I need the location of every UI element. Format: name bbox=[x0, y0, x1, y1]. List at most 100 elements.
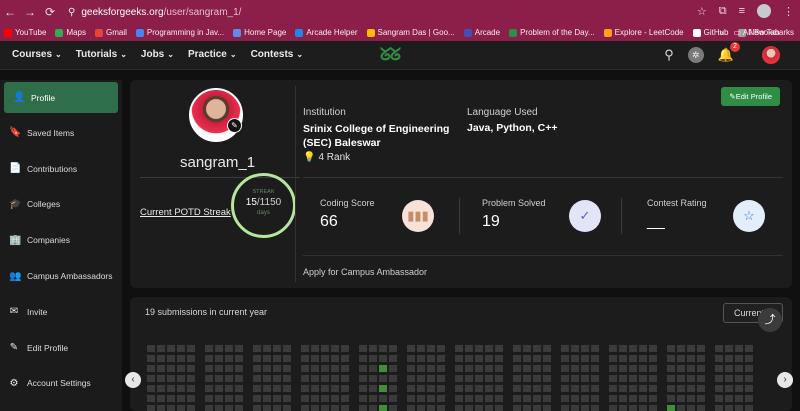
heatmap-cell[interactable] bbox=[591, 365, 599, 372]
heatmap-cell[interactable] bbox=[581, 355, 589, 362]
heatmap-cell[interactable] bbox=[301, 345, 309, 352]
heatmap-cell[interactable] bbox=[629, 375, 637, 382]
heatmap-cell[interactable] bbox=[523, 365, 531, 372]
heatmap-cell[interactable] bbox=[745, 405, 753, 411]
bookmark-item[interactable]: Maps bbox=[55, 28, 86, 37]
heatmap-cell[interactable] bbox=[667, 395, 675, 402]
heatmap-cell[interactable] bbox=[369, 375, 377, 382]
heatmap-cell[interactable] bbox=[609, 375, 617, 382]
site-info-icon[interactable]: ⚲ bbox=[68, 6, 76, 18]
heatmap-cell[interactable] bbox=[745, 385, 753, 392]
heatmap-cell[interactable] bbox=[437, 365, 445, 372]
heatmap-cell[interactable] bbox=[147, 385, 155, 392]
heatmap-cell[interactable] bbox=[235, 395, 243, 402]
heatmap-cell[interactable] bbox=[465, 345, 473, 352]
heatmap-cell[interactable] bbox=[715, 375, 723, 382]
heatmap-cell[interactable] bbox=[331, 355, 339, 362]
bookmark-item[interactable]: New Tab bbox=[737, 28, 779, 37]
heatmap-cell[interactable] bbox=[341, 405, 349, 411]
heatmap-cell[interactable] bbox=[321, 365, 329, 372]
heatmap-cell[interactable] bbox=[485, 365, 493, 372]
heatmap-cell[interactable] bbox=[639, 365, 647, 372]
heatmap-cell[interactable] bbox=[485, 405, 493, 411]
heatmap-cell[interactable] bbox=[157, 345, 165, 352]
heatmap-cell[interactable] bbox=[341, 395, 349, 402]
heatmap-cell[interactable] bbox=[523, 395, 531, 402]
heatmap-cell[interactable] bbox=[177, 355, 185, 362]
sidebar-item-invite[interactable]: ✉ Invite bbox=[0, 294, 122, 330]
heatmap-cell[interactable] bbox=[495, 375, 503, 382]
heatmap-cell[interactable] bbox=[225, 365, 233, 372]
heatmap-cell[interactable] bbox=[687, 375, 695, 382]
heatmap-cell[interactable] bbox=[591, 395, 599, 402]
heatmap-cell[interactable] bbox=[167, 405, 175, 411]
heatmap-cell[interactable] bbox=[215, 395, 223, 402]
heatmap-cell[interactable] bbox=[495, 405, 503, 411]
heatmap-cell[interactable] bbox=[253, 345, 261, 352]
heatmap-cell[interactable] bbox=[725, 405, 733, 411]
browser-menu-icon[interactable]: ⋮ bbox=[783, 5, 794, 18]
heatmap-cell[interactable] bbox=[437, 355, 445, 362]
sidebar-item-profile[interactable]: 👤 Profile bbox=[4, 82, 118, 113]
heatmap-cell[interactable] bbox=[321, 395, 329, 402]
sidebar-item-companies[interactable]: 🏢 Companies bbox=[0, 222, 122, 258]
heatmap-cell[interactable] bbox=[331, 365, 339, 372]
bookmark-item[interactable]: Home Page bbox=[233, 28, 286, 37]
bookmark-item[interactable]: GitHub bbox=[692, 28, 729, 37]
heatmap-cell[interactable] bbox=[561, 405, 569, 411]
heatmap-cell[interactable] bbox=[427, 365, 435, 372]
heatmap-cell[interactable] bbox=[341, 365, 349, 372]
heatmap-cell[interactable] bbox=[455, 385, 463, 392]
heatmap-cell[interactable] bbox=[455, 355, 463, 362]
heatmap-cell[interactable] bbox=[533, 355, 541, 362]
heatmap-cell[interactable] bbox=[147, 365, 155, 372]
heatmap-cell[interactable] bbox=[571, 345, 579, 352]
heatmap-cell[interactable] bbox=[235, 365, 243, 372]
edit-profile-button[interactable]: ✎Edit Profile bbox=[721, 87, 780, 106]
heatmap-cell[interactable] bbox=[321, 405, 329, 411]
heatmap-cell[interactable] bbox=[715, 395, 723, 402]
heatmap-cell[interactable] bbox=[475, 385, 483, 392]
heatmap-cell[interactable] bbox=[639, 345, 647, 352]
heatmap-cell[interactable] bbox=[667, 345, 675, 352]
heatmap-cell[interactable] bbox=[523, 355, 531, 362]
heatmap-cell[interactable] bbox=[639, 355, 647, 362]
heatmap-cell[interactable] bbox=[235, 375, 243, 382]
heatmap-cell[interactable] bbox=[301, 395, 309, 402]
nav-jobs[interactable]: Jobs ⌄ bbox=[141, 49, 174, 60]
heatmap-cell[interactable] bbox=[485, 395, 493, 402]
heatmap-cell[interactable] bbox=[157, 375, 165, 382]
heatmap-cell[interactable] bbox=[331, 375, 339, 382]
heatmap-cell[interactable] bbox=[561, 355, 569, 362]
heatmap-cell[interactable] bbox=[725, 395, 733, 402]
heatmap-cell[interactable] bbox=[167, 395, 175, 402]
heatmap-cell[interactable] bbox=[725, 365, 733, 372]
heatmap-cell[interactable] bbox=[389, 405, 397, 411]
heatmap-cell[interactable] bbox=[369, 345, 377, 352]
heatmap-cell[interactable] bbox=[725, 345, 733, 352]
heatmap-cell[interactable] bbox=[687, 365, 695, 372]
heatmap-cell[interactable] bbox=[253, 385, 261, 392]
heatmap-cell[interactable] bbox=[513, 395, 521, 402]
heatmap-cell[interactable] bbox=[167, 365, 175, 372]
heatmap-cell[interactable] bbox=[609, 385, 617, 392]
heatmap-cell[interactable] bbox=[147, 355, 155, 362]
heatmap-cell[interactable] bbox=[485, 345, 493, 352]
gfg-logo[interactable]: ᘜᘜ bbox=[380, 45, 401, 64]
heatmap-cell[interactable] bbox=[187, 365, 195, 372]
heatmap-cell[interactable] bbox=[475, 405, 483, 411]
bell-icon[interactable]: 🔔 2 bbox=[718, 42, 740, 63]
heatmap-cell[interactable] bbox=[359, 395, 367, 402]
heatmap-cell[interactable] bbox=[735, 345, 743, 352]
heatmap-cell[interactable] bbox=[735, 405, 743, 411]
heatmap-cell[interactable] bbox=[619, 345, 627, 352]
heatmap-cell[interactable] bbox=[341, 375, 349, 382]
heatmap-cell[interactable] bbox=[427, 405, 435, 411]
heatmap-cell[interactable] bbox=[523, 375, 531, 382]
heatmap-cell[interactable] bbox=[273, 345, 281, 352]
heatmap-cell[interactable] bbox=[609, 365, 617, 372]
heatmap-cell[interactable] bbox=[629, 365, 637, 372]
heatmap-cell[interactable] bbox=[301, 405, 309, 411]
heatmap-cell[interactable] bbox=[341, 355, 349, 362]
heatmap-cell[interactable] bbox=[157, 405, 165, 411]
